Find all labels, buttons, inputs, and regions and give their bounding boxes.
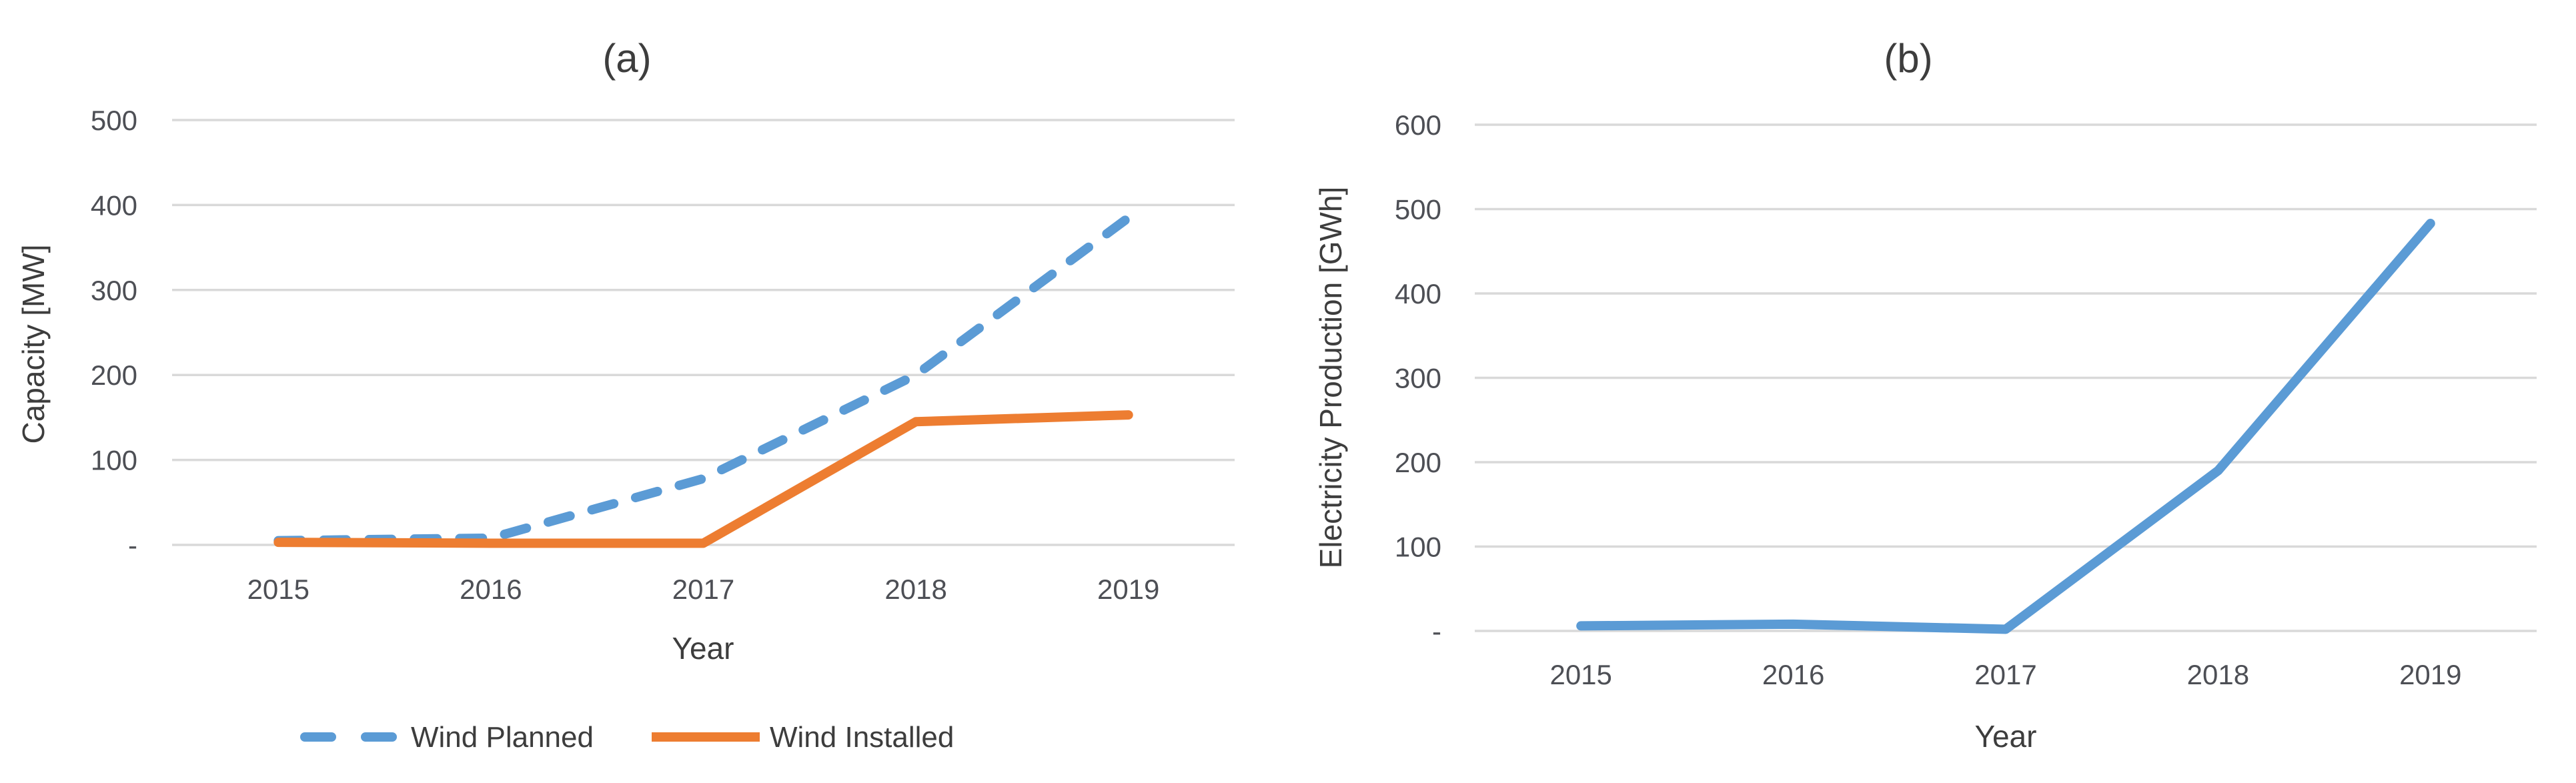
y-tick-label: 200 bbox=[1395, 447, 1441, 478]
y-tick-label: - bbox=[128, 530, 137, 561]
x-tick-label: 2019 bbox=[1097, 574, 1159, 605]
y-axis-tick-labels: - 100 200 300 400 500 bbox=[91, 105, 137, 561]
y-axis-title: Electricity Production [GWh] bbox=[1313, 187, 1348, 569]
y-axis-title: Capacity [MW] bbox=[16, 244, 51, 444]
series-line-wind-installed bbox=[273, 410, 1133, 548]
x-tick-label: 2018 bbox=[884, 574, 946, 605]
gridlines-group bbox=[1475, 123, 2537, 632]
x-tick-label: 2018 bbox=[2187, 659, 2249, 690]
y-tick-label: 300 bbox=[1395, 363, 1441, 394]
x-tick-label: 2017 bbox=[672, 574, 734, 605]
y-tick-label: 500 bbox=[1395, 194, 1441, 225]
legend: Wind Planned Wind Installed bbox=[300, 721, 954, 754]
x-axis-tick-labels: 2015 2016 2017 2018 2019 bbox=[1549, 659, 2461, 690]
chart-b-electricity-production: - 100 200 300 400 500 600 Electricity Productio… bbox=[1313, 36, 2537, 754]
series-group bbox=[1576, 219, 2435, 634]
x-axis-title: Year bbox=[672, 631, 734, 666]
x-tick-label: 2016 bbox=[1762, 659, 1824, 690]
gridlines-group bbox=[172, 119, 1235, 546]
y-tick-label: 100 bbox=[91, 445, 137, 476]
x-tick-label: 2015 bbox=[247, 574, 309, 605]
x-axis-tick-labels: 2015 2016 2017 2018 2019 bbox=[247, 574, 1160, 605]
y-tick-label: 400 bbox=[1395, 278, 1441, 309]
y-tick-label: 300 bbox=[91, 275, 137, 306]
x-tick-label: 2019 bbox=[2399, 659, 2461, 690]
legend-label: Wind Planned bbox=[411, 721, 594, 754]
y-tick-label: 100 bbox=[1395, 532, 1441, 563]
x-tick-label: 2015 bbox=[1549, 659, 1612, 690]
chart-a-capacity: - 100 200 300 400 500 Capacity [MW] (a) 2015 2016… bbox=[16, 36, 1235, 754]
x-axis-title: Year bbox=[1975, 719, 2037, 754]
legend-label: Wind Installed bbox=[770, 721, 954, 754]
x-tick-label: 2017 bbox=[1974, 659, 2036, 690]
chart-title: (b) bbox=[1884, 36, 1932, 81]
y-tick-label: 400 bbox=[91, 189, 137, 221]
y-axis-tick-labels: - 100 200 300 400 500 600 bbox=[1395, 109, 1441, 647]
chart-title: (a) bbox=[602, 36, 651, 81]
y-tick-label: 200 bbox=[91, 359, 137, 391]
series-line-main bbox=[1576, 219, 2435, 634]
y-tick-label: - bbox=[1432, 616, 1441, 647]
x-tick-label: 2016 bbox=[460, 574, 522, 605]
series-group bbox=[273, 213, 1133, 548]
y-tick-label: 500 bbox=[91, 105, 137, 136]
series-line-wind-planned bbox=[273, 213, 1133, 546]
y-tick-label: 600 bbox=[1395, 109, 1441, 141]
